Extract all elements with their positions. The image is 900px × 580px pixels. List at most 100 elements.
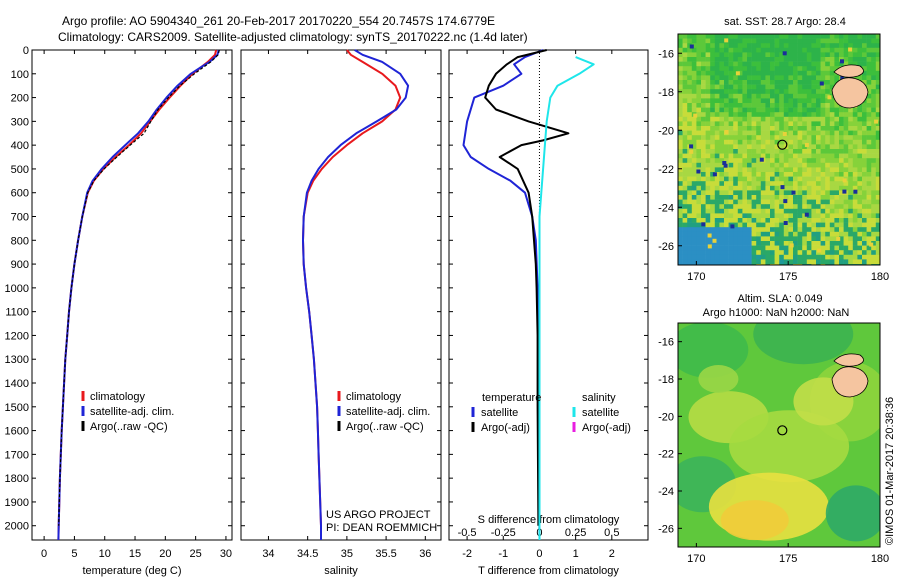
depth-tick-label: 500	[11, 164, 29, 176]
depth-tick-label: 1000	[5, 283, 29, 295]
depth-tick-label: 1600	[5, 426, 29, 438]
salinity-panel: 34 34.5 35 35.5 36 salinity climatology satelli…	[240, 49, 442, 577]
sst-map: sat. SST: 28.7 Argo: 28.4 170 175 180 -16 -18…	[658, 16, 889, 283]
legend-label: Argo(-adj)	[582, 422, 631, 434]
depth-tick-label: 700	[11, 212, 29, 224]
map-y-tick-label: -24	[658, 202, 674, 214]
depth-tick-label: 1900	[5, 497, 29, 509]
legend-label: Argo(..raw -QC)	[346, 421, 424, 433]
depth-tick-label: 200	[11, 93, 29, 105]
map-x-tick-label: 175	[779, 271, 797, 283]
sla-map-subtitle: Argo h1000: NaN h2000: NaN	[703, 307, 850, 319]
s-tick-label: 0.5	[604, 527, 619, 539]
x-tick-label: 34	[262, 548, 274, 560]
legend-label: climatology	[346, 391, 402, 403]
map-frame	[677, 33, 881, 266]
depth-tick-label: 1400	[5, 378, 29, 390]
legend-label: climatology	[90, 391, 146, 403]
x-tick-label: -2	[462, 548, 472, 560]
depth-tick-label: 900	[11, 259, 29, 271]
legend-label: satellite	[481, 407, 518, 419]
legend-label: Argo(..raw -QC)	[90, 421, 168, 433]
map-y-tick-label: -26	[658, 523, 674, 535]
s-tick-label: 0.25	[565, 527, 586, 539]
x-tick-label: 20	[159, 548, 171, 560]
map-y-tick-label: -20	[658, 125, 674, 137]
legend-label: Argo(-adj)	[481, 422, 530, 434]
credit-project: US ARGO PROJECT	[326, 509, 431, 521]
legend-label: satellite-adj. clim.	[90, 406, 174, 418]
sst-map-title: sat. SST: 28.7 Argo: 28.4	[724, 16, 846, 28]
x-tick-label: 35.5	[375, 548, 396, 560]
series-line	[538, 56, 595, 540]
map-y-tick-label: -22	[658, 449, 674, 461]
x-tick-label: 5	[71, 548, 77, 560]
series-line	[58, 49, 220, 526]
temperature-axes-frame	[31, 49, 233, 541]
map-y-tick-label: -26	[658, 241, 674, 253]
x-tick-label: 30	[220, 548, 232, 560]
depth-tick-label: 600	[11, 188, 29, 200]
difference-top-label: S difference from climatology	[478, 514, 620, 526]
depth-tick-label: 1500	[5, 402, 29, 414]
depth-tick-label: 1800	[5, 473, 29, 485]
map-x-tick-label: 180	[871, 553, 889, 565]
x-tick-label: 34.5	[297, 548, 318, 560]
land-icon	[831, 77, 869, 109]
x-tick-label: 10	[99, 548, 111, 560]
map-y-tick-label: -24	[658, 486, 674, 498]
x-tick-label: -1	[498, 548, 508, 560]
legend-label: satellite	[582, 407, 619, 419]
depth-tick-label: 400	[11, 140, 29, 152]
temperature-xlabel: temperature (deg C)	[82, 565, 181, 577]
imos-stamp: ©IMOS 01-Mar-2017 20:38:36	[884, 397, 896, 545]
sla-map-title: Altim. SLA: 0.049	[738, 293, 823, 305]
depth-tick-label: 800	[11, 235, 29, 247]
figure-title: Argo profile: AO 5904340_261 20-Feb-2017…	[62, 14, 495, 28]
x-tick-label: 0	[41, 548, 47, 560]
depth-tick-label: 1200	[5, 330, 29, 342]
land-icon	[831, 366, 869, 398]
x-tick-label: 25	[190, 548, 202, 560]
depth-tick-label: 2000	[5, 521, 29, 533]
map-y-tick-label: -16	[658, 48, 674, 60]
difference-axes-frame	[448, 49, 649, 541]
map-y-tick-label: -22	[658, 164, 674, 176]
map-y-tick-label: -18	[658, 87, 674, 99]
depth-tick-label: 0	[23, 45, 29, 57]
depth-tick-label: 300	[11, 116, 29, 128]
legend-header-salinity: salinity	[582, 392, 616, 404]
credit-pi: PI: DEAN ROEMMICH	[326, 522, 437, 534]
series-line	[484, 49, 570, 526]
map-x-tick-label: 170	[687, 553, 705, 565]
difference-panel: -2 -1 0 1 2 T difference from climatology -0.5…	[448, 49, 649, 577]
map-field	[678, 323, 880, 547]
series-line	[302, 49, 410, 540]
legend-header-temperature: temperature	[482, 392, 541, 404]
map-y-tick-label: -20	[658, 411, 674, 423]
temperature-panel: 0100200300400500600700800900100011001200…	[5, 45, 233, 577]
depth-tick-label: 1300	[5, 354, 29, 366]
map-x-tick-label: 175	[779, 553, 797, 565]
figure-subtitle: Climatology: CARS2009. Satellite-adjuste…	[58, 30, 528, 44]
x-tick-label: 2	[609, 548, 615, 560]
depth-tick-label: 1700	[5, 449, 29, 461]
map-frame	[677, 322, 881, 548]
sla-map: Altim. SLA: 0.049 Argo h1000: NaN h2000: …	[658, 293, 889, 565]
depth-tick-label: 100	[11, 69, 29, 81]
series-line	[462, 49, 544, 541]
land-icon	[833, 64, 864, 78]
land-icon	[833, 353, 864, 367]
salinity-xlabel: salinity	[324, 565, 358, 577]
legend-label: satellite-adj. clim.	[346, 406, 430, 418]
x-tick-label: 15	[129, 548, 141, 560]
x-tick-label: 1	[573, 548, 579, 560]
x-tick-label: 35	[341, 548, 353, 560]
salinity-axes-frame	[240, 49, 442, 541]
map-y-tick-label: -16	[658, 337, 674, 349]
map-x-tick-label: 180	[871, 271, 889, 283]
map-y-tick-label: -18	[658, 374, 674, 386]
x-tick-label: 0	[536, 548, 542, 560]
difference-xlabel: T difference from climatology	[478, 565, 619, 577]
depth-tick-label: 1100	[5, 307, 29, 319]
